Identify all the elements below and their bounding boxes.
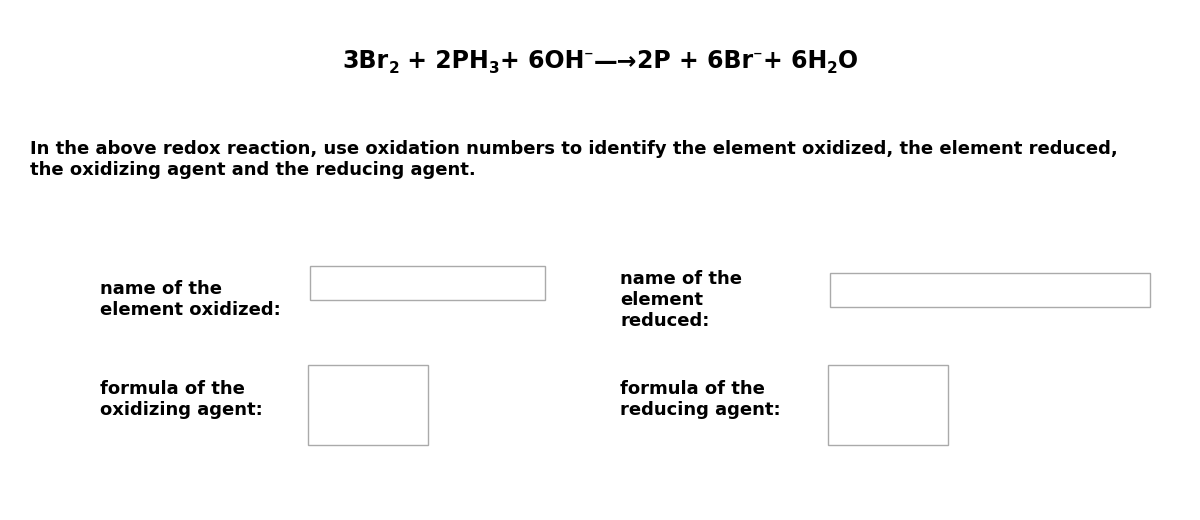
Text: 2: 2 xyxy=(389,61,400,76)
Bar xyxy=(830,273,1150,307)
Bar xyxy=(310,266,545,300)
Bar xyxy=(308,365,428,445)
Text: formula of the
reducing agent:: formula of the reducing agent: xyxy=(620,380,781,419)
Text: + 6H: + 6H xyxy=(763,49,827,73)
Text: 2: 2 xyxy=(827,61,838,76)
Text: formula of the
oxidizing agent:: formula of the oxidizing agent: xyxy=(100,380,263,419)
Text: ⁻: ⁻ xyxy=(754,49,763,67)
Text: name of the
element oxidized:: name of the element oxidized: xyxy=(100,280,281,319)
Text: + 6OH: + 6OH xyxy=(499,49,584,73)
Bar xyxy=(828,365,948,445)
Text: —→: —→ xyxy=(594,49,637,73)
Text: ⁻: ⁻ xyxy=(584,49,594,67)
Text: 3Br: 3Br xyxy=(342,49,389,73)
Text: + 2PH: + 2PH xyxy=(400,49,488,73)
Text: 3: 3 xyxy=(488,61,499,76)
Text: O: O xyxy=(838,49,858,73)
Text: 2P + 6Br: 2P + 6Br xyxy=(637,49,754,73)
Text: In the above redox reaction, use oxidation numbers to identify the element oxidi: In the above redox reaction, use oxidati… xyxy=(30,140,1117,179)
Text: name of the
element
reduced:: name of the element reduced: xyxy=(620,270,742,330)
